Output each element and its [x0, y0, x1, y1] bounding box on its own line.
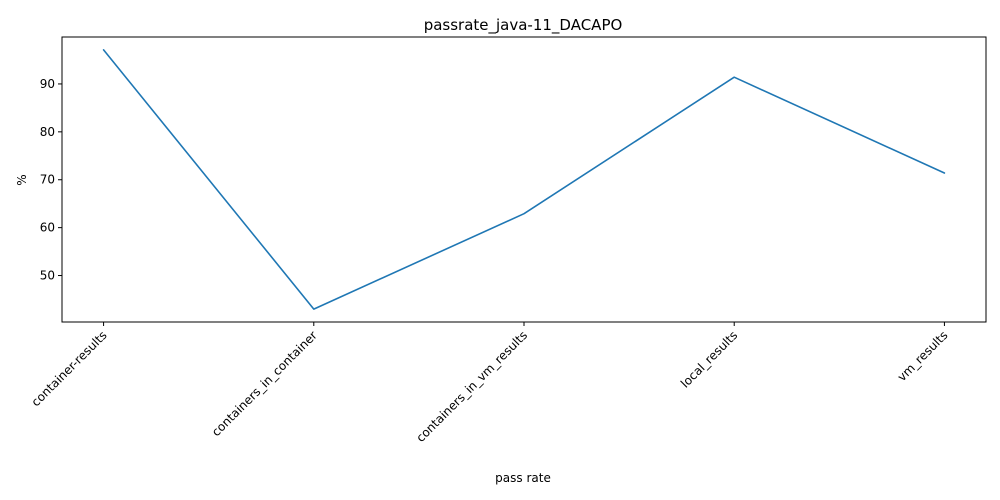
- x-tick-label: containers_in_container: [209, 328, 320, 439]
- y-tick-label: 50: [40, 269, 55, 283]
- y-tick-label: 60: [40, 221, 55, 235]
- plot-area: 50 60 70 80 90 container-results containers_in…: [29, 36, 987, 445]
- plot-frame: [61, 36, 987, 323]
- x-tick-label: vm_results: [895, 328, 951, 384]
- y-tick-label: 90: [40, 77, 55, 91]
- y-axis-label: %: [15, 174, 29, 185]
- y-tick-label: 70: [40, 173, 55, 187]
- x-axis-label: pass rate: [495, 471, 551, 485]
- x-tick-label: container-results: [29, 328, 110, 409]
- x-tick-label: containers_in_vm_results: [413, 328, 530, 445]
- y-tick-label: 80: [40, 125, 55, 139]
- chart-title: passrate_java-11_DACAPO: [424, 16, 623, 35]
- series-line: [102, 49, 946, 310]
- x-tick-label: local_results: [678, 328, 740, 390]
